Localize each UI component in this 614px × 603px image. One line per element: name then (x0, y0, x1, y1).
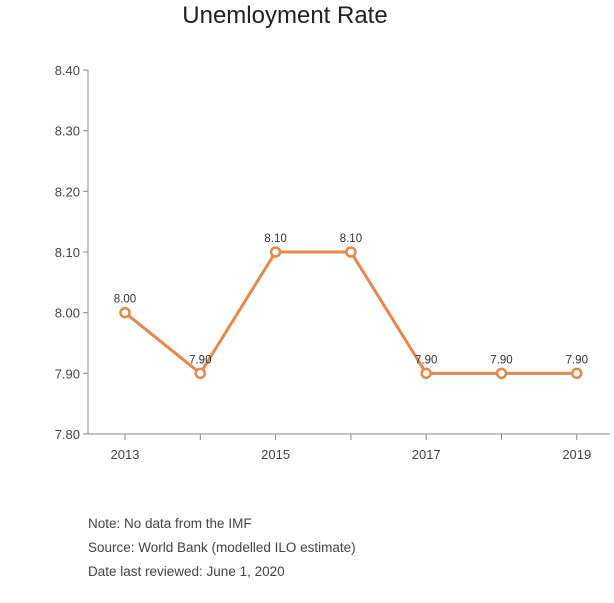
y-tick-label: 8.10 (55, 245, 80, 260)
data-label: 7.90 (415, 354, 437, 366)
x-tick-label: 2019 (562, 447, 591, 462)
data-point (119, 306, 131, 319)
data-label: 8.00 (114, 294, 136, 306)
x-tick-label: 2015 (261, 447, 290, 462)
y-tick-label: 7.90 (55, 366, 80, 381)
data-label: 8.10 (264, 233, 286, 245)
data-label: 7.90 (566, 354, 588, 366)
data-point (345, 246, 357, 258)
date-reviewed-line: Date last reviewed: June 1, 2020 (88, 564, 285, 579)
chart-title: Unemloyment Rate (182, 2, 388, 29)
note-line: Note: No data from the IMF (88, 516, 252, 531)
y-tick-label: 7.80 (55, 427, 80, 442)
data-label: 7.90 (189, 354, 211, 366)
data-point (420, 367, 432, 380)
y-tick-label: 8.20 (55, 184, 80, 199)
data-point (194, 367, 207, 380)
data-label: 7.90 (490, 354, 512, 366)
data-point (495, 367, 508, 380)
x-tick-label: 2013 (111, 447, 140, 462)
y-tick-label: 8.40 (55, 63, 80, 78)
data-label: 8.10 (340, 233, 362, 245)
y-tick-label: 8.00 (55, 306, 80, 321)
data-point (269, 246, 282, 258)
y-tick-label: 8.30 (55, 124, 80, 139)
chart-notes: Note: No data from the IMF Source: World… (88, 512, 356, 584)
source-line: Source: World Bank (modelled ILO estimat… (88, 540, 356, 555)
data-point (571, 367, 583, 380)
x-tick-label: 2017 (412, 447, 441, 462)
